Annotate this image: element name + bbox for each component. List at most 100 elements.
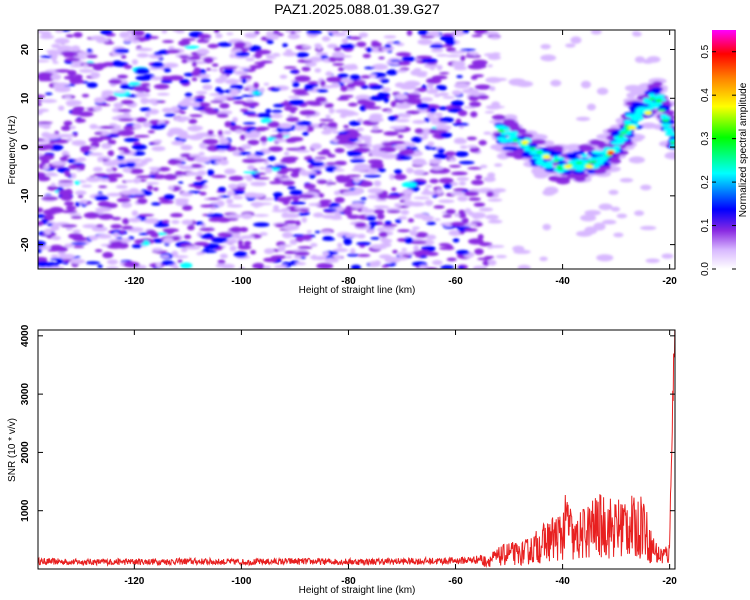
heatmap-cell: [38, 144, 50, 151]
heatmap-cell: [78, 164, 85, 171]
heatmap-cell: [438, 92, 449, 97]
heatmap-cell: [270, 255, 287, 259]
heatmap-cell: [334, 160, 347, 166]
heatmap-cell: [237, 239, 244, 247]
heatmap-cell: [248, 45, 262, 52]
heatmap-cell: [364, 174, 381, 178]
heatmap-cell: [333, 47, 342, 52]
heatmap-cell: [38, 214, 46, 219]
heatmap-cell: [271, 109, 283, 114]
heatmap-cell: [340, 85, 348, 92]
heatmap-cell: [378, 231, 388, 238]
heatmap-cell: [323, 208, 339, 212]
heatmap-cell: [416, 181, 426, 185]
heatmap-cell: [321, 125, 327, 129]
heatmap-cell: [404, 237, 414, 244]
heatmap-cell: [112, 60, 123, 67]
heatmap-cell: [94, 195, 109, 201]
heatmap-cell: [178, 40, 191, 47]
heatmap-cell: [394, 203, 402, 208]
heatmap-cell: [106, 173, 124, 178]
heatmap-cell: [151, 146, 166, 152]
heatmap-cell: [190, 101, 201, 108]
spectrogram-y-tick-label: 20: [20, 44, 31, 56]
heatmap-cell: [118, 230, 125, 234]
snr-frame: [37, 329, 676, 570]
heatmap-cell: [233, 41, 246, 48]
heatmap-cell: [517, 264, 531, 269]
heatmap-cell: [106, 192, 122, 197]
heatmap-cell: [542, 223, 551, 231]
heatmap-cell: [474, 30, 487, 35]
heatmap-cell: [125, 161, 136, 168]
heatmap-cell: [445, 209, 456, 215]
heatmap-cell: [136, 53, 149, 58]
heatmap-cell: [353, 177, 361, 184]
heatmap-cell: [215, 33, 223, 39]
heatmap-cell: [42, 125, 51, 130]
heatmap-cell: [542, 154, 551, 160]
heatmap-cell: [389, 173, 395, 180]
heatmap-cell: [339, 43, 355, 50]
heatmap-cell: [263, 82, 270, 86]
heatmap-cell: [50, 244, 63, 250]
heatmap-cell: [44, 92, 53, 96]
heatmap-cell: [254, 172, 267, 176]
heatmap-cell: [347, 214, 361, 220]
heatmap-cell: [321, 214, 337, 219]
heatmap-cell: [540, 43, 551, 50]
heatmap-cell: [396, 155, 413, 160]
heatmap-cell: [454, 151, 469, 158]
heatmap-cell: [88, 235, 99, 241]
heatmap-cell: [77, 51, 88, 57]
heatmap-cell: [333, 255, 343, 260]
heatmap-cell: [301, 66, 311, 72]
heatmap-cell: [86, 54, 98, 59]
heatmap-cell: [486, 191, 494, 198]
heatmap-cell: [237, 245, 252, 250]
heatmap-cell: [184, 92, 193, 98]
heatmap-cell: [550, 145, 564, 151]
heatmap-cell: [438, 106, 448, 111]
heatmap-cell: [243, 87, 250, 91]
heatmap-cell: [508, 78, 526, 86]
heatmap-cell: [50, 73, 62, 81]
heatmap-peak: [607, 150, 615, 155]
heatmap-cell: [116, 155, 125, 161]
heatmap-cell: [405, 110, 421, 115]
heatmap-cell: [196, 48, 210, 55]
heatmap-cell: [60, 224, 78, 228]
heatmap-cell: [413, 90, 419, 94]
heatmap-cell: [655, 94, 666, 98]
heatmap-cell: [307, 81, 320, 85]
heatmap-cell: [418, 264, 429, 269]
heatmap-cell: [140, 97, 149, 105]
heatmap-cell: [333, 190, 341, 196]
heatmap-cell: [141, 82, 151, 87]
heatmap-cell: [94, 249, 103, 253]
heatmap-cell: [367, 188, 384, 194]
heatmap-cell: [78, 68, 95, 73]
heatmap-cell: [644, 110, 653, 116]
heatmap-cell: [139, 107, 152, 112]
heatmap-cell: [340, 78, 354, 84]
heatmap-cell: [81, 93, 90, 98]
heatmap-cell: [420, 35, 435, 39]
heatmap-cell: [119, 83, 130, 90]
heatmap-cell: [177, 116, 190, 122]
heatmap-cell: [263, 248, 275, 255]
heatmap-cell: [383, 96, 389, 103]
heatmap-cell: [49, 206, 64, 214]
heatmap-cell: [302, 170, 317, 175]
heatmap-cell: [556, 178, 571, 185]
heatmap-cell: [153, 222, 170, 228]
heatmap-cell: [38, 102, 42, 106]
heatmap-cell: [242, 101, 260, 108]
heatmap-cell: [281, 180, 295, 186]
heatmap-cell: [246, 174, 253, 182]
heatmap-cell: [43, 214, 55, 221]
heatmap-cell: [203, 57, 214, 64]
heatmap-cell: [194, 97, 204, 103]
heatmap-cell: [271, 53, 281, 57]
heatmap-cell: [38, 256, 48, 261]
